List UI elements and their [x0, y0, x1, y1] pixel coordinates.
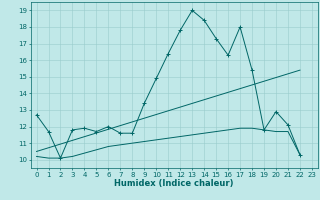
X-axis label: Humidex (Indice chaleur): Humidex (Indice chaleur): [115, 179, 234, 188]
